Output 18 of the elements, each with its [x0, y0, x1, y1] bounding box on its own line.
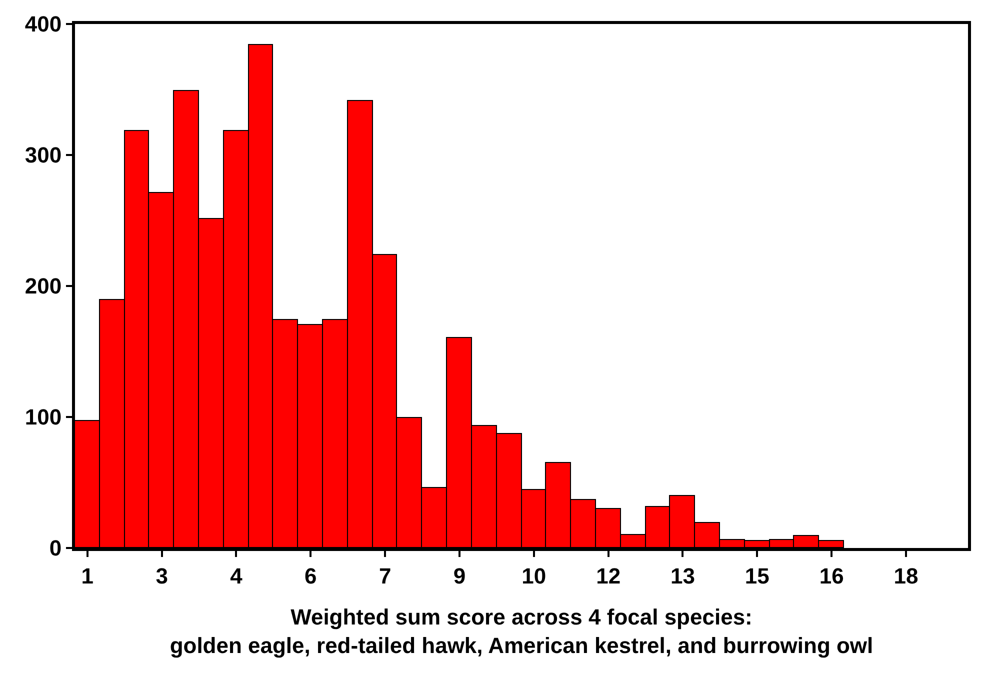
x-tick-label: 4: [230, 563, 244, 588]
x-tick-label: 9: [453, 563, 466, 588]
x-axis-title: Weighted sum score across 4 focal species: golden eagle, red-tailed hawk, American kestrel, and burrowing owl: [170, 604, 874, 658]
x-tick-label: 10: [522, 563, 546, 588]
x-tick-label: 13: [670, 563, 695, 588]
x-tick-label: 12: [596, 563, 621, 588]
x-tick-label: 7: [378, 563, 392, 588]
y-tick-label: 100: [24, 404, 62, 430]
y-tick-label: 300: [24, 142, 62, 168]
x-tick-label: 16: [819, 563, 844, 588]
x-tick-label: 6: [304, 563, 317, 588]
y-tick-label: 200: [24, 274, 62, 299]
x-tick-label: 15: [744, 563, 770, 588]
x-tick-label: 3: [156, 563, 168, 588]
x-tick-label: 18: [894, 563, 918, 588]
x-tick-label: 1: [81, 563, 94, 588]
y-tick-label: 400: [24, 12, 62, 37]
y-tick-label: 0: [49, 536, 62, 561]
